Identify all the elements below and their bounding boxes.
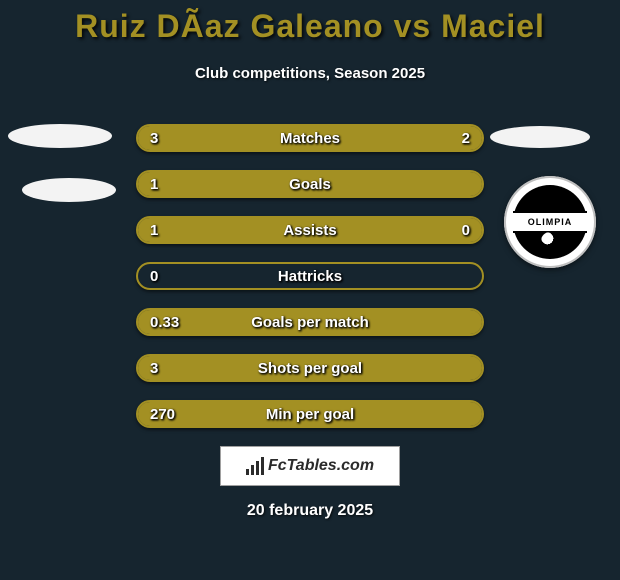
stat-row-goals: 1Goals	[136, 170, 484, 198]
stat-label: Hattricks	[138, 264, 482, 288]
stat-label: Matches	[138, 126, 482, 150]
stat-row-goals-per-match: 0.33Goals per match	[136, 308, 484, 336]
stat-value-right: 0	[462, 218, 470, 242]
subtitle: Club competitions, Season 2025	[0, 65, 620, 82]
badge-ball-icon	[541, 232, 559, 250]
stat-row-shots-per-goal: 3Shots per goal	[136, 354, 484, 382]
stat-row-min-per-goal: 270Min per goal	[136, 400, 484, 428]
badge-text: OLIMPIA	[528, 217, 573, 227]
club-badge-olimpia: OLIMPIA	[504, 176, 596, 268]
stat-value-right: 2	[462, 126, 470, 150]
stat-label: Shots per goal	[138, 356, 482, 380]
player-ellipse-right	[490, 126, 590, 148]
bar-chart-icon	[246, 457, 264, 475]
stat-label: Goals per match	[138, 310, 482, 334]
stat-bars: 3Matches21Goals1Assists00Hattricks0.33Go…	[136, 124, 484, 446]
stat-label: Assists	[138, 218, 482, 242]
player-ellipse-left-1	[8, 124, 112, 148]
stat-row-hattricks: 0Hattricks	[136, 262, 484, 290]
stat-row-assists: 1Assists0	[136, 216, 484, 244]
date-label: 20 february 2025	[0, 502, 620, 520]
fctables-label: FcTables.com	[268, 457, 374, 475]
fctables-watermark: FcTables.com	[220, 446, 400, 486]
player-ellipse-left-2	[22, 178, 116, 202]
stat-label: Goals	[138, 172, 482, 196]
stat-label: Min per goal	[138, 402, 482, 426]
stat-row-matches: 3Matches2	[136, 124, 484, 152]
page-title: Ruiz DÃ­az Galeano vs Maciel	[0, 8, 620, 45]
